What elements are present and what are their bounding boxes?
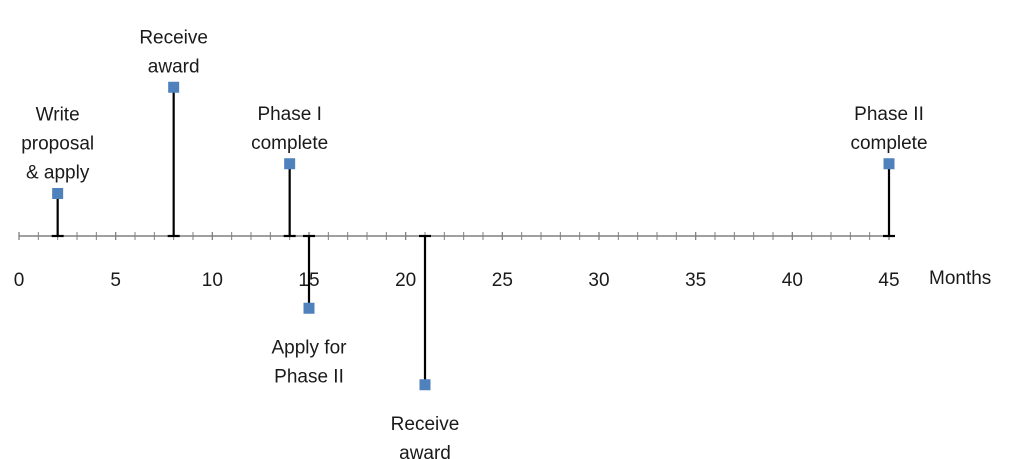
- x-axis-label: Months: [929, 268, 991, 289]
- x-tick-label: 30: [588, 270, 609, 291]
- tick-labels: 0 5 10 15 20 25 30 35 40 45: [14, 270, 900, 291]
- event-marker: [883, 158, 895, 170]
- event-stems: [51, 87, 895, 385]
- x-tick-label: 35: [685, 270, 706, 291]
- event-label-line: Phase II: [854, 104, 924, 125]
- event-marker: [52, 188, 64, 199]
- x-tick-label: 40: [782, 270, 803, 291]
- x-tick-label: 25: [492, 270, 513, 291]
- event-label-line: Phase I: [257, 104, 321, 125]
- event-markers: [52, 81, 895, 391]
- event-label-line: Receive: [139, 27, 208, 48]
- event-label-line: complete: [251, 133, 328, 154]
- event-marker: [284, 158, 296, 170]
- event-label-line: proposal: [21, 134, 94, 155]
- x-tick-label: 5: [110, 270, 121, 291]
- event-label-line: Phase II: [274, 366, 344, 387]
- x-tick-label: 45: [878, 270, 899, 291]
- event-label-line: Write: [36, 105, 80, 126]
- x-tick-label: 10: [202, 270, 223, 291]
- event-marker: [303, 302, 315, 314]
- x-tick-label: 20: [395, 270, 416, 291]
- event-label-line: award: [148, 56, 200, 77]
- event-marker: [168, 81, 180, 93]
- event-label-line: Receive: [391, 414, 460, 435]
- x-tick-label: 0: [14, 270, 25, 291]
- event-label-line: award: [399, 443, 451, 459]
- event-marker: [419, 379, 431, 391]
- event-labels: Write proposal & apply Receive award Phase I c…: [21, 27, 927, 459]
- event-label-line: complete: [850, 133, 927, 154]
- event-label-line: Apply for: [272, 337, 348, 358]
- event-label-line: & apply: [26, 163, 90, 184]
